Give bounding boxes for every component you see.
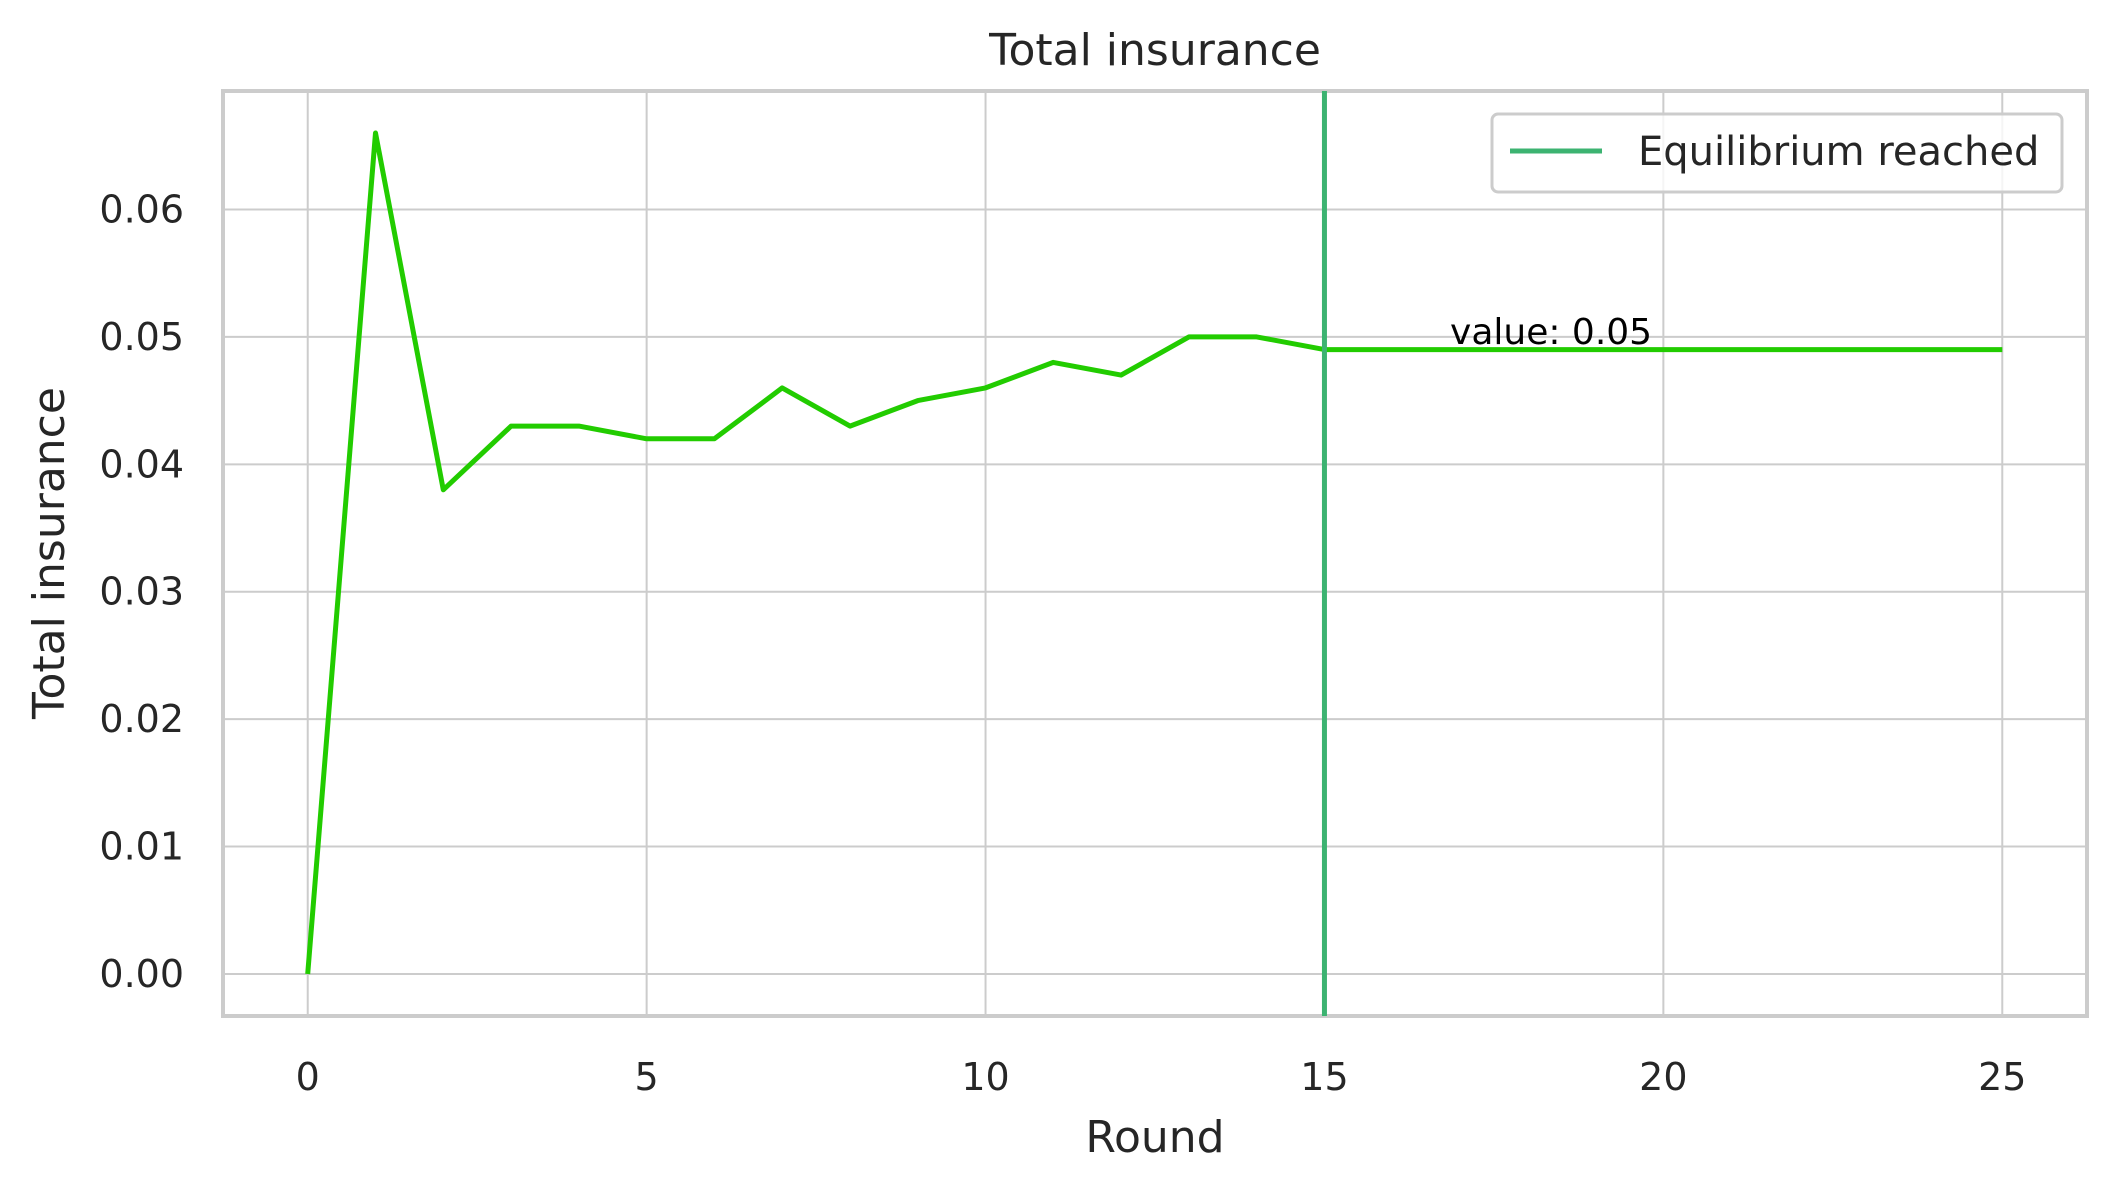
y-tick-label: 0.06: [99, 187, 184, 231]
x-ticks: 0 5 10 15 20 25: [296, 1055, 2027, 1099]
y-axis-label: Total insurance: [24, 387, 75, 720]
y-tick-label: 0.03: [99, 570, 184, 614]
legend: Equilibrium reached: [1490, 112, 2064, 194]
value-annotation: value: 0.05: [1450, 312, 1652, 353]
series-layer: [305, 91, 2003, 1016]
plot-frame: [221, 89, 2089, 1018]
series-line-total-insurance: [305, 130, 2003, 975]
grid: [223, 91, 2087, 1016]
legend-box: [1490, 112, 2064, 194]
x-tick-label: 25: [1978, 1055, 2026, 1099]
x-tick-label: 0: [296, 1055, 320, 1099]
legend-label-equilibrium: Equilibrium reached: [1638, 129, 2039, 175]
y-tick-label: 0.00: [99, 952, 184, 996]
x-tick-label: 15: [1300, 1055, 1348, 1099]
x-tick-label: 5: [635, 1055, 659, 1099]
chart-title: Total insurance: [988, 25, 1321, 76]
y-tick-label: 0.04: [99, 442, 184, 486]
y-tick-label: 0.05: [99, 315, 184, 359]
x-tick-label: 10: [961, 1055, 1009, 1099]
x-axis-label: Round: [1085, 1112, 1224, 1163]
y-tick-label: 0.01: [99, 825, 184, 869]
y-tick-label: 0.02: [99, 697, 184, 741]
x-tick-label: 20: [1639, 1055, 1687, 1099]
y-ticks: 0.00 0.01 0.02 0.03 0.04 0.05 0.06: [99, 187, 184, 995]
